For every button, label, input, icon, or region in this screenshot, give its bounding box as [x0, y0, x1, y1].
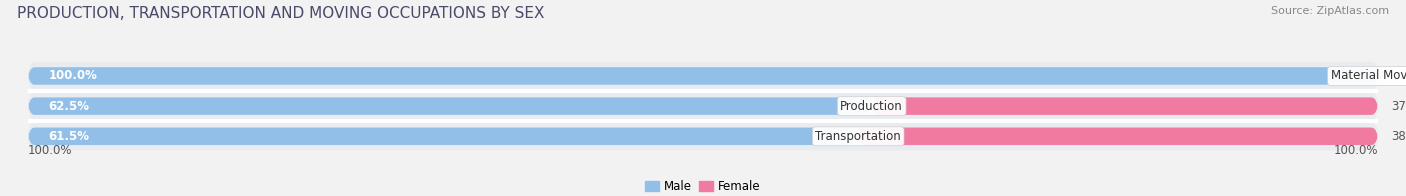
Text: Transportation: Transportation — [815, 130, 901, 143]
FancyBboxPatch shape — [28, 67, 1378, 85]
Text: 62.5%: 62.5% — [48, 100, 90, 113]
Text: 100.0%: 100.0% — [1333, 144, 1378, 157]
Text: 38.5%: 38.5% — [1392, 130, 1406, 143]
Text: Material Moving: Material Moving — [1330, 70, 1406, 83]
FancyBboxPatch shape — [28, 62, 1378, 90]
Text: 61.5%: 61.5% — [48, 130, 90, 143]
FancyBboxPatch shape — [28, 97, 872, 115]
Text: 100.0%: 100.0% — [28, 144, 73, 157]
Text: 37.5%: 37.5% — [1392, 100, 1406, 113]
FancyBboxPatch shape — [28, 128, 858, 145]
Text: PRODUCTION, TRANSPORTATION AND MOVING OCCUPATIONS BY SEX: PRODUCTION, TRANSPORTATION AND MOVING OC… — [17, 6, 544, 21]
Text: 100.0%: 100.0% — [48, 70, 97, 83]
FancyBboxPatch shape — [28, 122, 1378, 151]
Text: Source: ZipAtlas.com: Source: ZipAtlas.com — [1271, 6, 1389, 16]
FancyBboxPatch shape — [872, 97, 1378, 115]
FancyBboxPatch shape — [858, 128, 1378, 145]
Legend: Male, Female: Male, Female — [641, 175, 765, 196]
FancyBboxPatch shape — [28, 92, 1378, 120]
Text: Production: Production — [841, 100, 903, 113]
